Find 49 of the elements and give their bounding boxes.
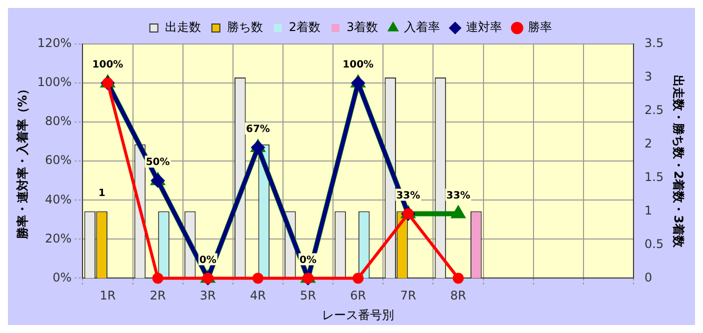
y2-tick-label: 1.5 xyxy=(644,170,664,184)
point xyxy=(351,76,366,90)
data-label: 0% xyxy=(199,254,216,266)
y-tick-label: 60% xyxy=(45,153,72,168)
legend-label: 勝ち数 xyxy=(226,20,263,34)
x-tick-label: 8R xyxy=(450,288,466,303)
y-tick-label: 80% xyxy=(45,114,72,128)
y2-tick-label: 3.5 xyxy=(644,36,664,50)
x-tick-label: 5R xyxy=(300,288,316,303)
legend-label: 勝率 xyxy=(528,20,552,34)
point xyxy=(452,272,464,284)
data-label: 1 xyxy=(98,188,106,199)
y2-tick-label: 0 xyxy=(644,270,652,284)
legend-label: 3着数 xyxy=(346,20,378,34)
data-label: 33% xyxy=(396,190,420,202)
legend-label: 2着数 xyxy=(288,20,321,34)
point xyxy=(152,272,164,284)
data-label: 100% xyxy=(342,60,374,71)
y2-tick-label: 2.5 xyxy=(644,103,664,118)
legend-label: 連対率 xyxy=(466,20,502,34)
point xyxy=(250,140,265,154)
y-tick-label: 0% xyxy=(52,270,72,284)
y-tick-label: 20% xyxy=(45,231,72,246)
y-tick-label: 40% xyxy=(45,192,72,206)
y2-axis-title: 出走数・勝ち数・2着数・3着数 xyxy=(672,74,686,248)
y2-tick-label: 2 xyxy=(644,136,652,150)
point xyxy=(252,272,264,284)
x-tick-label: 1R xyxy=(100,288,116,303)
data-label: 67% xyxy=(246,124,270,136)
data-label: 0% xyxy=(300,254,317,266)
y2-tick-label: 0.5 xyxy=(644,236,664,251)
point xyxy=(352,272,364,284)
y-axis-title: 勝率・連対率・入着率（%） xyxy=(15,83,30,240)
x-tick-label: 7R xyxy=(400,288,416,303)
x-tick-label: 3R xyxy=(200,288,216,303)
x-tick-label: 4R xyxy=(250,288,266,303)
data-label: 50% xyxy=(146,157,170,168)
y2-tick-label: 1 xyxy=(644,203,652,218)
x-tick-label: 6R xyxy=(350,288,366,303)
data-label: 100% xyxy=(92,60,124,71)
data-label: 33% xyxy=(446,190,470,202)
point xyxy=(150,174,165,188)
y-tick-label: 100% xyxy=(37,75,72,90)
y-tick-label: 120% xyxy=(37,36,72,50)
legend-label: 出走数 xyxy=(164,20,201,34)
legend-label: 入着率 xyxy=(404,20,440,34)
x-tick-label: 2R xyxy=(150,288,166,303)
y2-tick-label: 3 xyxy=(644,70,652,84)
x-axis-title: レース番号別 xyxy=(322,308,394,322)
